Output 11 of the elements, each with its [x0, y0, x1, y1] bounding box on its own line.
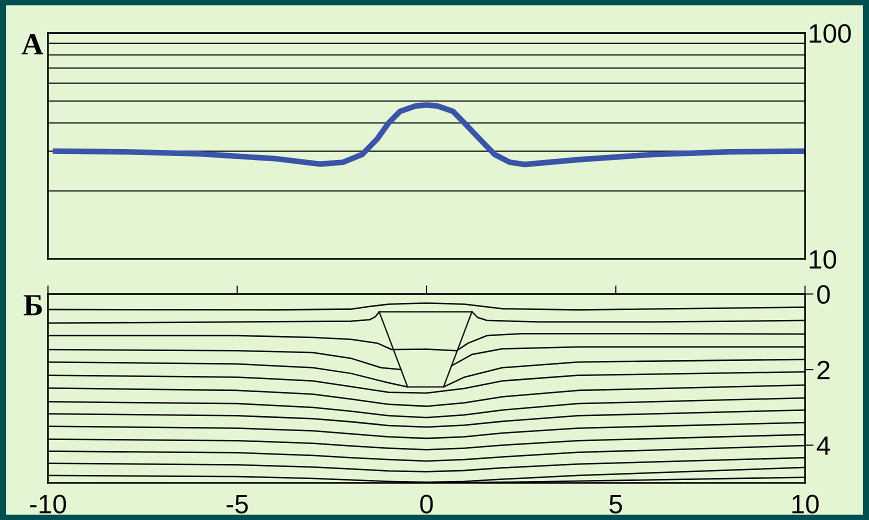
y-tick-label: 100 [810, 24, 851, 43]
y-tick-label: 10 [810, 250, 836, 269]
y-tick-label: 4 [816, 436, 830, 455]
chart-title: Б [24, 295, 42, 316]
x-tick-label: 0 [420, 494, 433, 514]
x-tick-label: -10 [30, 494, 66, 514]
chart-title: А [22, 34, 44, 54]
x-tick-label: 5 [609, 495, 622, 514]
x-tick-label: -5 [226, 495, 248, 514]
y-tick-label: 0 [817, 285, 830, 304]
y-tick-label: 2 [817, 360, 830, 380]
